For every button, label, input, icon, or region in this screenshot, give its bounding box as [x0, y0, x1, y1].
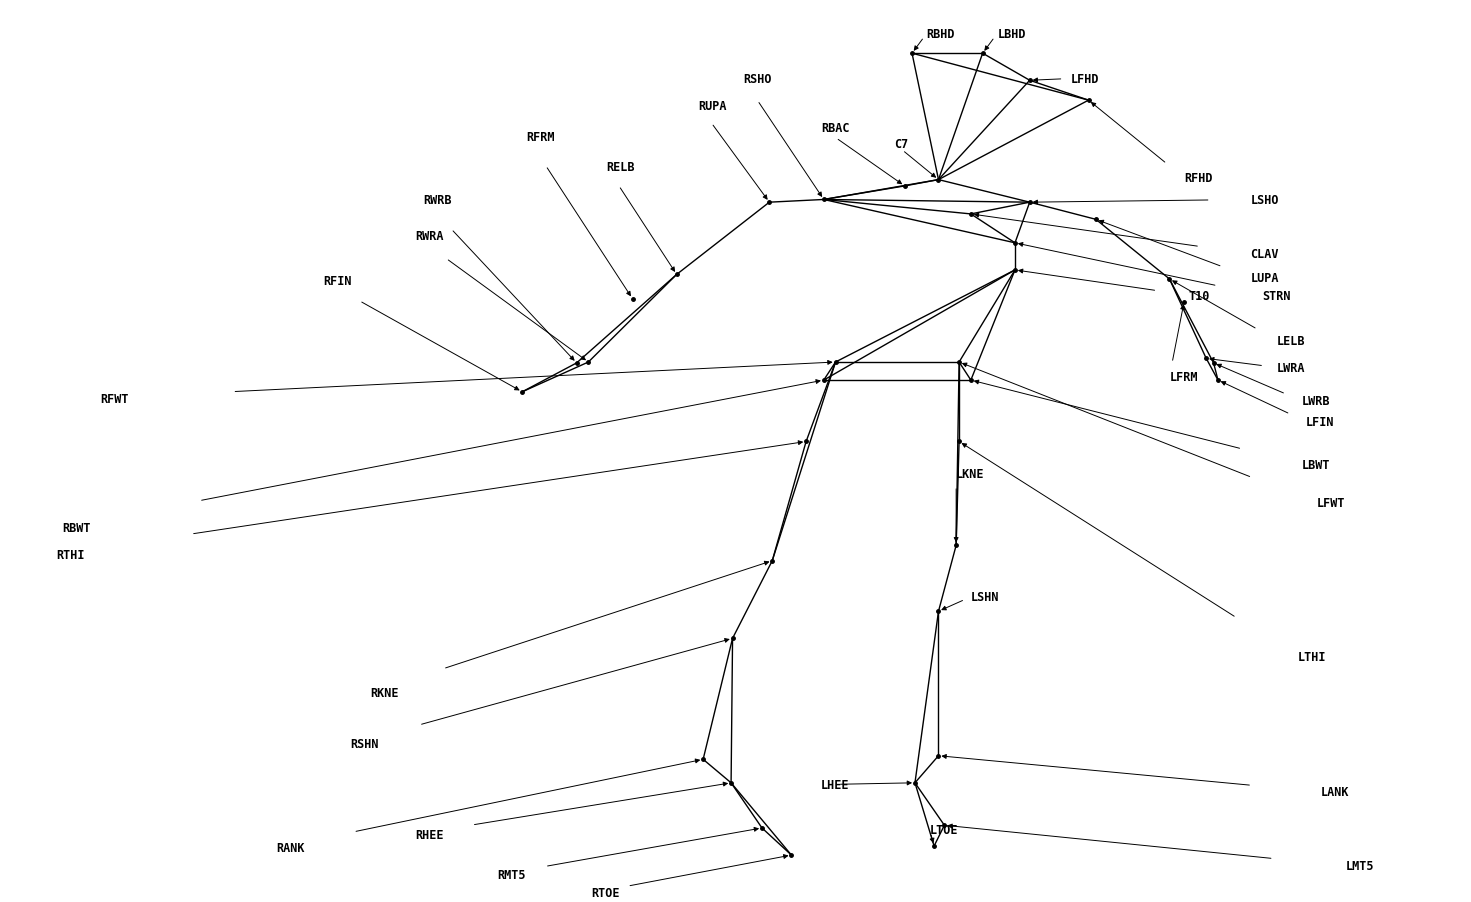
Text: RTOE: RTOE: [591, 887, 619, 899]
Text: LBHD: LBHD: [997, 28, 1025, 41]
Text: RSHO: RSHO: [743, 73, 771, 86]
Text: T10: T10: [1189, 290, 1211, 302]
Text: RWRB: RWRB: [424, 194, 452, 207]
Text: RWRA: RWRA: [415, 230, 443, 243]
Text: RHEE: RHEE: [415, 828, 443, 841]
Text: LFWT: LFWT: [1317, 497, 1344, 510]
Text: LSHN: LSHN: [971, 591, 999, 603]
Text: LFRM: LFRM: [1169, 371, 1197, 383]
Text: LUPA: LUPA: [1250, 272, 1278, 284]
Text: RANK: RANK: [277, 842, 304, 854]
Text: RBHD: RBHD: [927, 28, 955, 41]
Text: RFWT: RFWT: [100, 392, 128, 405]
Text: CLAV: CLAV: [1250, 248, 1278, 261]
Text: RTHI: RTHI: [56, 548, 84, 561]
Text: LWRA: LWRA: [1277, 362, 1305, 374]
Text: RELB: RELB: [606, 161, 634, 173]
Text: RFHD: RFHD: [1184, 172, 1212, 185]
Text: LBWT: LBWT: [1302, 458, 1330, 471]
Text: RUPA: RUPA: [699, 100, 727, 113]
Text: RSHN: RSHN: [350, 738, 378, 750]
Text: RKNE: RKNE: [371, 686, 399, 699]
Text: LFHD: LFHD: [1071, 73, 1099, 86]
Text: RFIN: RFIN: [324, 275, 352, 288]
Text: LFIN: LFIN: [1306, 416, 1334, 428]
Text: RBWT: RBWT: [62, 521, 90, 534]
Text: LHEE: LHEE: [821, 778, 849, 791]
Text: LTOE: LTOE: [930, 824, 958, 836]
Text: LMT5: LMT5: [1346, 860, 1374, 872]
Text: RBAC: RBAC: [821, 122, 849, 134]
Text: RMT5: RMT5: [497, 869, 525, 881]
Text: LKNE: LKNE: [956, 467, 984, 480]
Text: LWRB: LWRB: [1302, 395, 1330, 408]
Text: RFRM: RFRM: [527, 131, 555, 143]
Text: LSHO: LSHO: [1250, 194, 1278, 207]
Text: LTHI: LTHI: [1297, 650, 1325, 663]
Text: LELB: LELB: [1277, 335, 1305, 347]
Text: STRN: STRN: [1262, 290, 1290, 302]
Text: LANK: LANK: [1321, 786, 1349, 798]
Text: C7: C7: [894, 138, 909, 151]
